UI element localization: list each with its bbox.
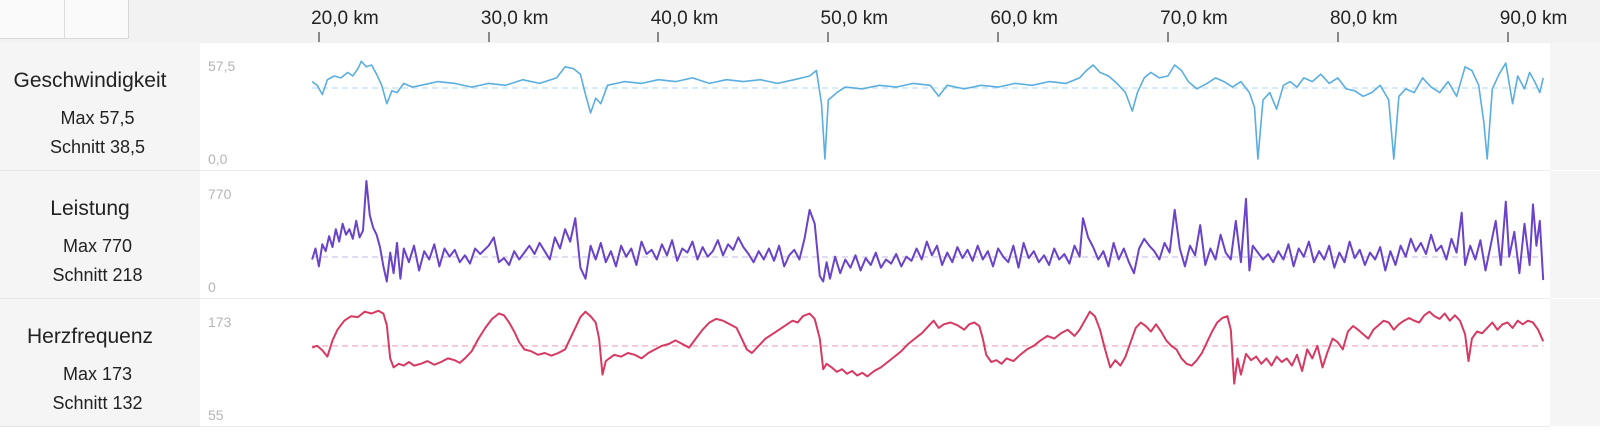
y-max-label: 770 <box>208 186 232 202</box>
x-tick-mark <box>997 32 1000 42</box>
series-line-power <box>311 180 1545 283</box>
x-tick-mark <box>317 32 320 42</box>
x-tick-label: 30,0 km <box>480 8 549 29</box>
chart-svg-heart_rate <box>311 309 1545 385</box>
series-line-heart_rate <box>311 309 1545 385</box>
row-avg-value: Schnitt 38,5 <box>49 137 146 157</box>
series-line-speed <box>311 60 1544 160</box>
x-tick-mark <box>827 32 830 42</box>
x-tick-label: 40,0 km <box>650 8 719 29</box>
chart-svg-speed <box>311 60 1544 160</box>
y-min-label: 0,0 <box>208 151 228 167</box>
x-tick-label: 50,0 km <box>820 8 889 29</box>
row-max-value: Max 173 <box>62 364 133 384</box>
chart-row-speed: Geschwindigkeit Max 57,5 Schnitt 38,5 57,5 0… <box>0 43 1600 171</box>
x-tick-mark <box>487 32 490 42</box>
chart-svg-power <box>311 180 1545 283</box>
y-max-label: 57,5 <box>208 58 236 74</box>
row-avg-value: Schnitt 132 <box>52 393 143 413</box>
row-max-value: Max 770 <box>62 236 133 256</box>
distance-axis-bar <box>0 0 1600 44</box>
x-tick-mark <box>1166 32 1169 42</box>
y-min-label: 55 <box>208 407 224 423</box>
right-gutter <box>1550 43 1600 170</box>
right-gutter <box>1550 299 1600 426</box>
row-title: Herzfrequenz <box>26 325 154 348</box>
chart-row-power: Leistung Max 770 Schnitt 218 770 0 <box>0 171 1600 299</box>
right-gutter <box>1550 171 1600 298</box>
x-tick-label: 70,0 km <box>1160 8 1228 29</box>
row-title: Leistung <box>50 197 130 220</box>
row-avg-value: Schnitt 218 <box>52 265 143 285</box>
x-tick-mark <box>657 32 660 42</box>
y-min-label: 0 <box>208 279 216 295</box>
plot-area <box>200 171 1550 299</box>
x-tick-label: 60,0 km <box>990 8 1058 29</box>
x-tick-label: 80,0 km <box>1329 8 1398 29</box>
plot-area <box>200 43 1550 171</box>
x-tick-mark <box>1506 32 1509 42</box>
x-tick-mark <box>1336 32 1339 42</box>
row-title: Geschwindigkeit <box>13 69 167 92</box>
row-max-value: Max 57,5 <box>60 108 135 128</box>
row-label-panel <box>0 299 200 427</box>
corner-toggle-box[interactable] <box>0 0 129 39</box>
chart-row-heart_rate: Herzfrequenz Max 173 Schnitt 132 173 55 <box>0 299 1600 427</box>
corner-divider <box>64 0 65 38</box>
x-tick-label: 90,0 km <box>1499 8 1568 29</box>
y-max-label: 173 <box>208 314 232 330</box>
x-tick-label: 20,0 km <box>311 8 379 29</box>
row-label-panel <box>0 43 200 171</box>
row-label-panel <box>0 171 200 299</box>
